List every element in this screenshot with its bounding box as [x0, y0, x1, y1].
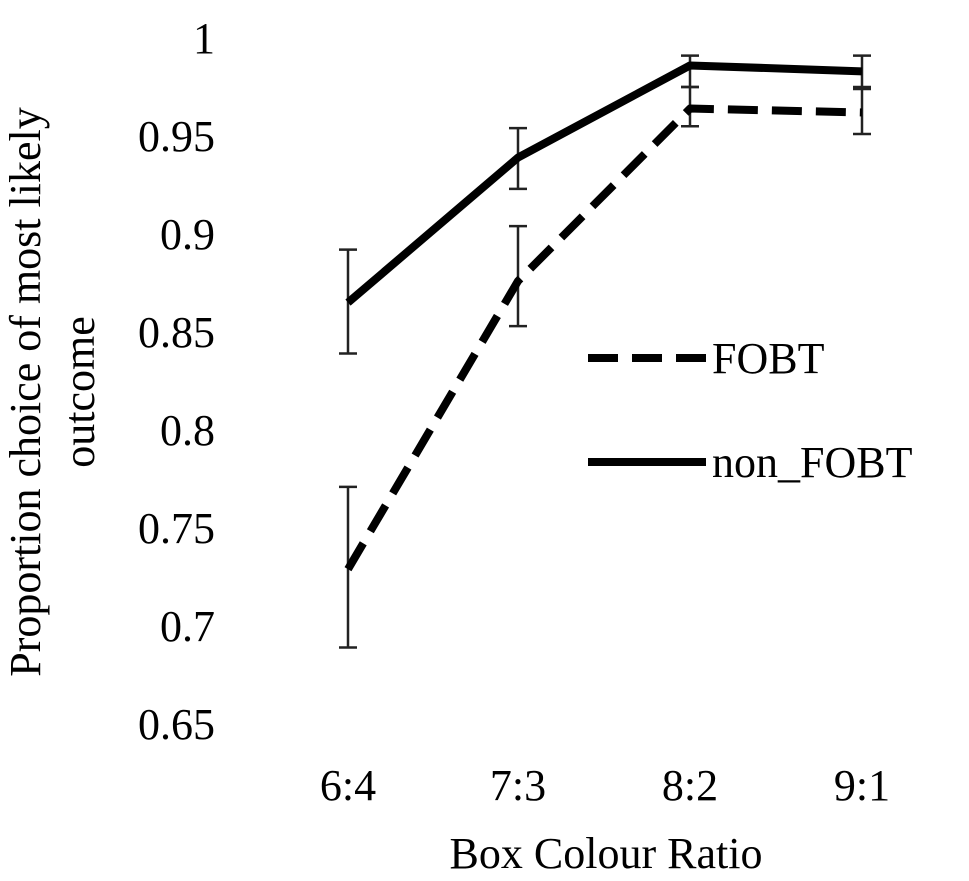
- y-axis-title: Proportion choice of most likely outcome: [1, 107, 104, 676]
- y-tick-label: 0.9: [160, 210, 215, 259]
- x-axis-title: Box Colour Ratio: [450, 829, 763, 878]
- y-tick-label: 0.75: [138, 504, 215, 553]
- x-tick-label: 9:1: [834, 761, 890, 810]
- y-tick-label: 0.8: [160, 406, 215, 455]
- y-tick-label: 0.85: [138, 308, 215, 357]
- y-tick-labels: 0.65 0.7 0.75 0.8 0.85 0.9 0.95 1: [138, 14, 215, 749]
- legend: FOBT non_FOBT: [588, 334, 913, 487]
- x-tick-labels: 6:4 7:3 8:2 9:1: [320, 761, 890, 810]
- series-layer: [339, 54, 871, 649]
- legend-label: FOBT: [712, 334, 825, 383]
- y-axis-title-line2: outcome: [55, 316, 104, 468]
- series-line: [345, 61, 863, 306]
- x-tick-label: 6:4: [320, 761, 376, 810]
- series-line: [344, 104, 863, 572]
- y-tick-label: 0.95: [138, 112, 215, 161]
- y-tick-label: 0.65: [138, 700, 215, 749]
- series-non-fobt: [339, 54, 871, 355]
- x-tick-label: 8:2: [662, 761, 718, 810]
- y-tick-label: 0.7: [160, 602, 215, 651]
- legend-label: non_FOBT: [712, 438, 913, 487]
- y-tick-label: 1: [193, 14, 215, 63]
- x-tick-label: 7:3: [490, 761, 546, 810]
- y-axis-title-line1: Proportion choice of most likely: [1, 107, 50, 676]
- series-fobt: [339, 85, 871, 649]
